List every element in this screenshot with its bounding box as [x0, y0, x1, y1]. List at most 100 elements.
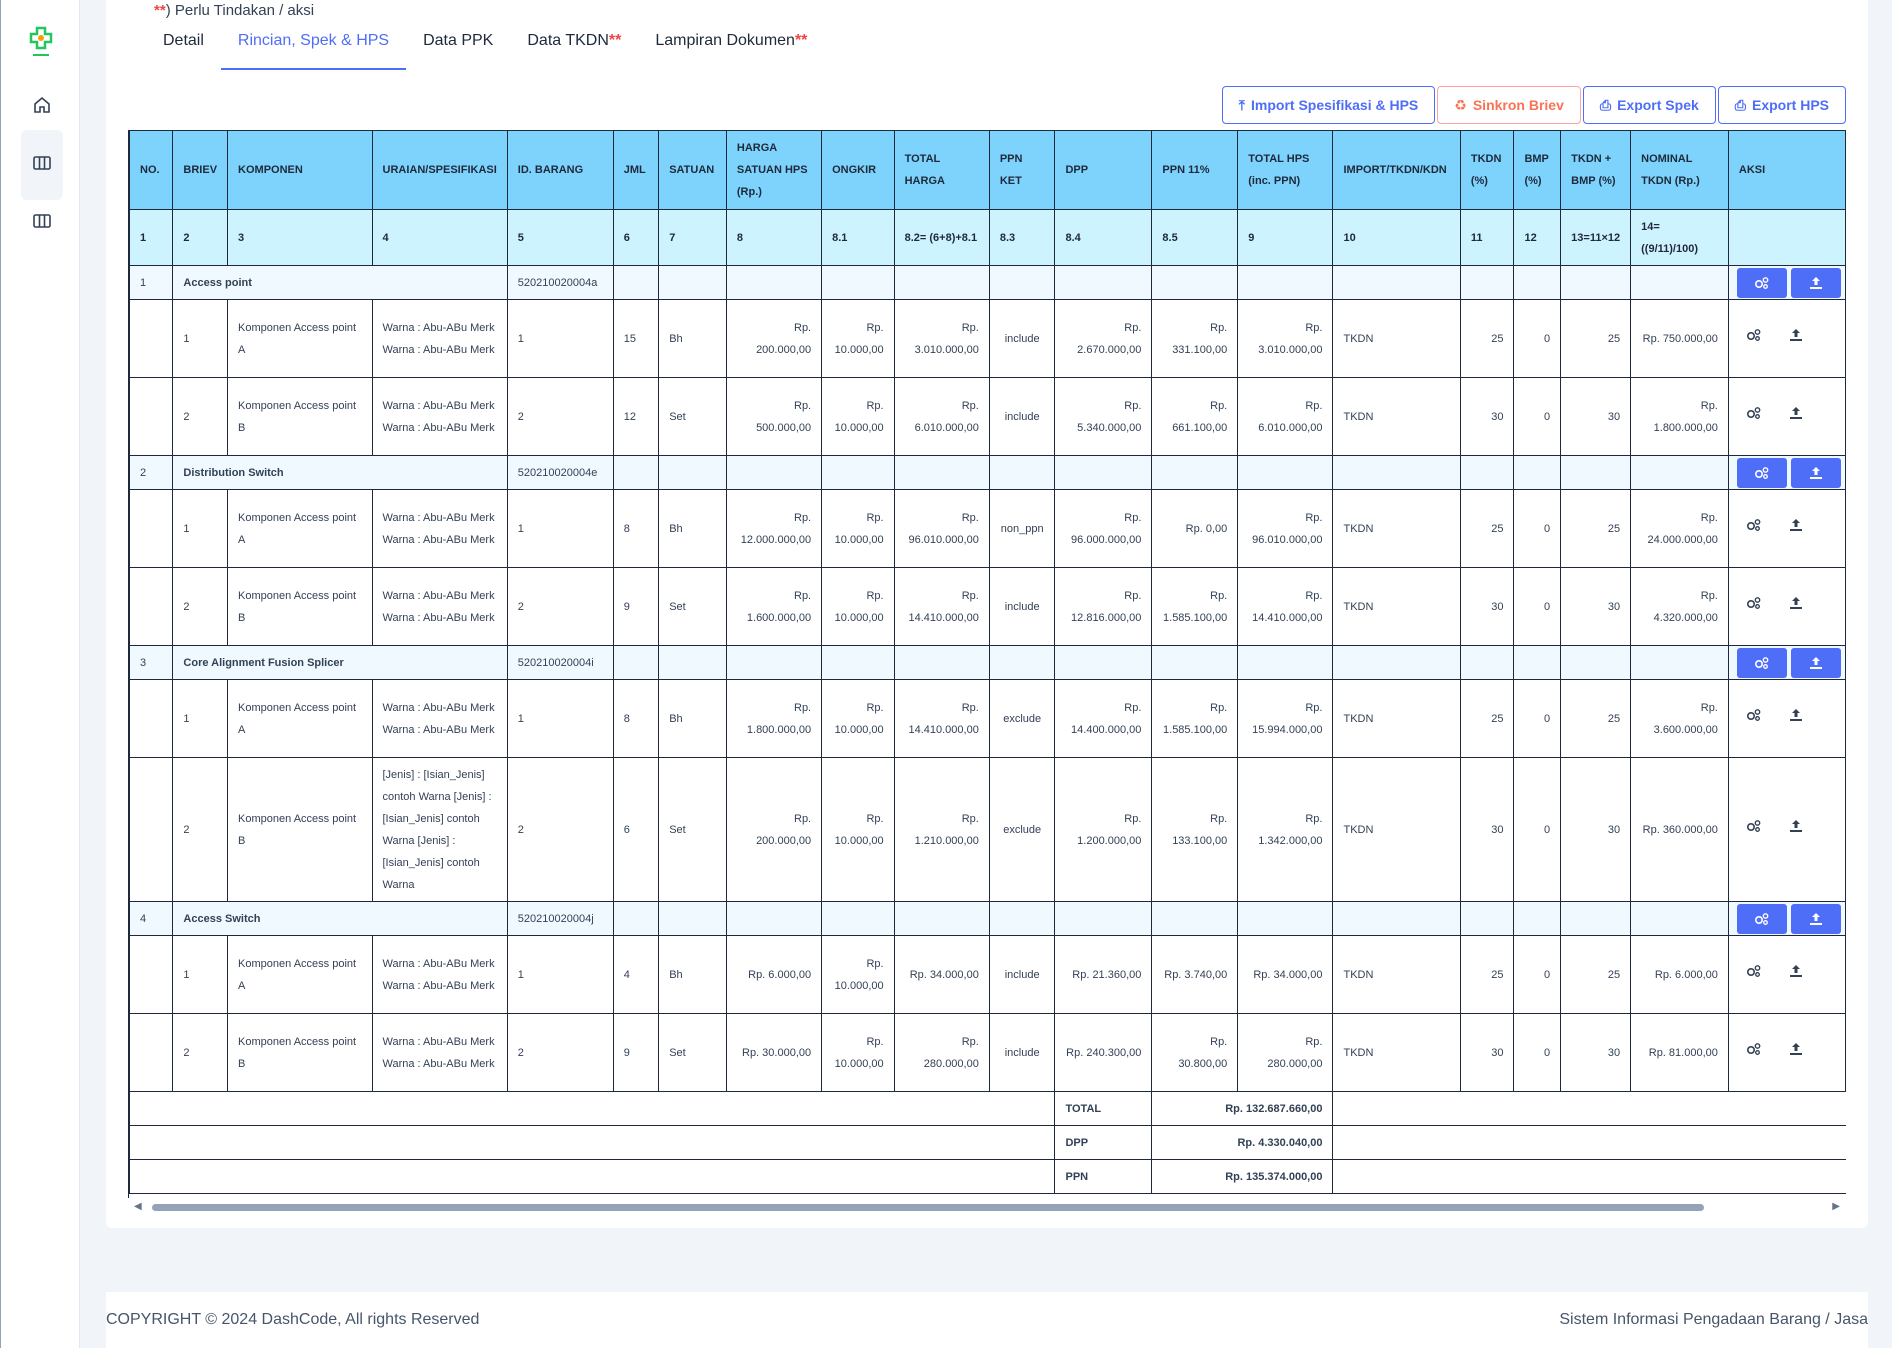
home-icon: [33, 96, 51, 119]
print-icon: ⎙: [1734, 96, 1746, 113]
cell-import: TKDN: [1332, 1013, 1461, 1092]
upload-icon[interactable]: [1779, 406, 1813, 420]
app-name-text: Sistem Informasi Pengadaan Barang / Jasa: [1559, 1311, 1868, 1328]
upload-icon[interactable]: [1790, 457, 1841, 488]
scrollbar-thumb[interactable]: [152, 1204, 1704, 1211]
column-header: ID. BARANG: [506, 130, 614, 210]
empty-cell: [1054, 645, 1153, 680]
gear-icon[interactable]: [1737, 819, 1771, 833]
tab-lampiran[interactable]: Lampiran Dokumen**: [655, 32, 808, 49]
copyright-text: COPYRIGHT © 2024 DashCode, All rights Re…: [106, 1311, 480, 1328]
cell-tkdn: 25: [1459, 299, 1515, 378]
empty-cell: [1332, 901, 1461, 936]
tab-data-tkdn[interactable]: Data TKDN**: [527, 32, 622, 49]
column-header: PPN KET: [988, 130, 1056, 210]
upload-icon[interactable]: [1790, 903, 1841, 934]
column-number: 8: [725, 209, 823, 266]
content-card: **) Perlu Tindakan / aksi Detail Rincian…: [106, 0, 1868, 1228]
cell-id: 1: [506, 935, 614, 1014]
gear-icon[interactable]: [1736, 457, 1787, 488]
upload-icon[interactable]: [1779, 328, 1813, 342]
tab-data-ppk[interactable]: Data PPK: [423, 32, 494, 49]
cell-ongkir: Rp. 10.000,00: [821, 679, 895, 758]
table-container[interactable]: NO. BRIEV KOMPONEN URAIAN/SPESIFIKASI ID. BA…: [128, 130, 1846, 1198]
columns-nav-button[interactable]: [21, 202, 63, 244]
upload-icon[interactable]: [1779, 708, 1813, 722]
table-row: 2 Komponen Access point B [Jenis] : [Isian…: [129, 757, 1846, 902]
gear-icon[interactable]: [1737, 328, 1771, 342]
cell-id: 2: [506, 1013, 614, 1092]
upload-icon[interactable]: [1779, 819, 1813, 833]
cell-satuan: Bh: [658, 935, 727, 1014]
empty-cell: [129, 489, 174, 568]
cell-komponen: Komponen Access point A: [227, 299, 373, 378]
scroll-left-icon[interactable]: ◀: [134, 1201, 142, 1212]
cell-tkdn: 25: [1459, 679, 1515, 758]
tab-detail[interactable]: Detail: [163, 32, 204, 49]
gear-icon[interactable]: [1736, 647, 1787, 678]
row-actions: [1727, 377, 1846, 456]
row-actions: [1727, 935, 1846, 1014]
group-name: Access point: [172, 265, 508, 300]
empty-cell: [1560, 645, 1632, 680]
sync-icon: ♻: [1454, 96, 1467, 113]
tab-rincian[interactable]: Rincian, Spek & HPS: [220, 30, 407, 70]
empty-cell: [612, 265, 660, 300]
column-number: 2: [172, 209, 229, 266]
gear-icon[interactable]: [1736, 903, 1787, 934]
gear-icon[interactable]: [1737, 964, 1771, 978]
cell-briev: 1: [172, 679, 229, 758]
cell-total: Rp. 3.010.000,00: [893, 299, 990, 378]
empty-cell: [1237, 901, 1334, 936]
cell-jml: 8: [612, 679, 660, 758]
gear-icon[interactable]: [1737, 596, 1771, 610]
cell-import: TKDN: [1332, 567, 1461, 646]
export-spek-button[interactable]: ⎙ Export Spek: [1582, 86, 1716, 124]
row-actions: [1727, 757, 1846, 902]
cell-satuan: Bh: [658, 299, 727, 378]
cell-satuan: Set: [658, 567, 727, 646]
export-hps-button[interactable]: ⎙ Export HPS: [1717, 86, 1846, 124]
cell-total: Rp. 1.210.000,00: [893, 757, 990, 902]
columns-nav-button-active[interactable]: [21, 130, 63, 200]
empty-cell: [893, 901, 990, 936]
upload-icon[interactable]: [1779, 596, 1813, 610]
cell-tkdn-bmp: 25: [1560, 935, 1632, 1014]
empty-cell: [1332, 1125, 1846, 1160]
column-header: NO.: [129, 130, 174, 210]
gear-icon[interactable]: [1737, 406, 1771, 420]
gear-icon[interactable]: [1737, 518, 1771, 532]
cell-harga: Rp. 6.000,00: [725, 935, 823, 1014]
sinkron-button[interactable]: ♻ Sinkron Briev: [1437, 86, 1581, 124]
cell-bmp: 0: [1513, 489, 1562, 568]
upload-icon[interactable]: [1779, 964, 1813, 978]
cell-ppn-ket: exclude: [988, 679, 1056, 758]
cell-total-hps: Rp. 3.010.000,00: [1237, 299, 1334, 378]
upload-icon[interactable]: [1779, 518, 1813, 532]
empty-cell: [129, 377, 174, 456]
cell-komponen: Komponen Access point B: [227, 757, 373, 902]
empty-cell: [1630, 265, 1729, 300]
cell-harga: Rp. 30.000,00: [725, 1013, 823, 1092]
scroll-right-icon[interactable]: ▶: [1832, 1201, 1840, 1212]
upload-icon[interactable]: [1779, 1042, 1813, 1056]
home-nav-button[interactable]: [21, 86, 63, 128]
import-button[interactable]: ⤒ Import Spesifikasi & HPS: [1221, 86, 1436, 124]
gear-icon[interactable]: [1737, 708, 1771, 722]
row-actions: [1727, 489, 1846, 568]
app-logo[interactable]: [27, 24, 55, 58]
gear-icon[interactable]: [1737, 1042, 1771, 1056]
empty-cell: [129, 567, 174, 646]
column-number: 14= ((9/11)/100): [1630, 209, 1729, 266]
column-number: 11: [1459, 209, 1515, 266]
gear-icon[interactable]: [1736, 267, 1787, 298]
cell-tkdn: 25: [1459, 489, 1515, 568]
cell-satuan: Set: [658, 1013, 727, 1092]
empty-cell: [658, 901, 727, 936]
upload-icon[interactable]: [1790, 267, 1841, 298]
column-number: 12: [1513, 209, 1562, 266]
upload-icon[interactable]: [1790, 647, 1841, 678]
horizontal-scrollbar[interactable]: ◀ ▶: [128, 1198, 1846, 1216]
cell-id: 1: [506, 679, 614, 758]
column-header: DPP: [1054, 130, 1153, 210]
